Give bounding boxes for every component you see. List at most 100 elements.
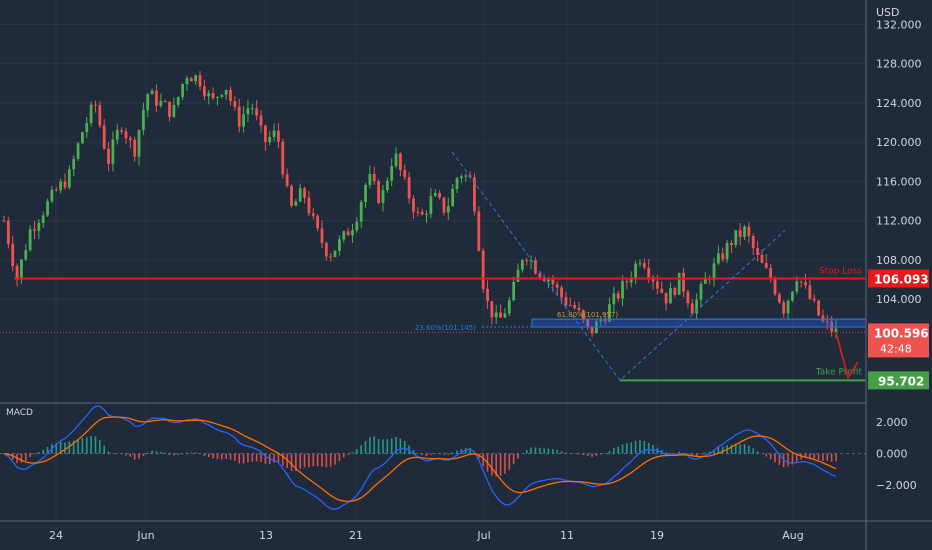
fib-label-23: 23.60%(101.145)	[415, 324, 476, 332]
macd-histogram-bar	[521, 453, 524, 454]
candle-body	[285, 174, 289, 186]
macd-histogram-bar	[595, 453, 598, 456]
macd-histogram-bar	[338, 453, 341, 462]
macd-histogram-bar	[447, 453, 450, 455]
macd-histogram-bar	[534, 447, 537, 454]
macd-histogram-bar	[321, 453, 323, 467]
candle-body	[712, 263, 716, 280]
candle-body	[141, 110, 145, 131]
macd-histogram-bar	[85, 437, 88, 454]
candle-body	[351, 230, 354, 236]
candle-body	[89, 104, 93, 123]
candle-body	[821, 315, 825, 322]
candle-body	[699, 283, 703, 300]
macd-histogram-bar	[125, 453, 127, 456]
macd-histogram-bar	[704, 452, 707, 454]
candle-body	[98, 105, 102, 126]
candle-body	[207, 93, 211, 97]
candle-body	[608, 304, 611, 322]
candle-body	[477, 211, 481, 251]
candle-body	[76, 143, 80, 159]
price-tick-label: 112.000	[876, 215, 922, 228]
candle-body	[277, 130, 280, 142]
macd-histogram-bar	[795, 453, 798, 462]
macd-histogram-bar	[569, 453, 572, 454]
macd-histogram-bar	[308, 453, 310, 468]
macd-histogram-bar	[303, 453, 306, 468]
macd-histogram-bar	[813, 453, 816, 459]
candle-body	[202, 86, 206, 97]
candle-body	[581, 310, 585, 320]
candle-body	[738, 230, 742, 237]
macd-histogram-bar	[547, 448, 550, 454]
candle-body	[682, 272, 685, 292]
candle-body	[446, 206, 450, 213]
macd-histogram-bar	[665, 452, 667, 454]
candle-body	[6, 220, 10, 245]
take-profit-label: Take Profit	[815, 367, 863, 377]
macd-histogram-bar	[116, 453, 119, 454]
candle-body	[324, 243, 328, 257]
macd-histogram-bar	[669, 452, 672, 454]
macd-histogram-bar	[99, 440, 101, 454]
macd-histogram-bar	[386, 439, 389, 454]
macd-histogram-bar	[203, 453, 206, 456]
macd-histogram-bar	[835, 453, 837, 462]
macd-histogram-bar	[242, 453, 245, 464]
macd-histogram-bar	[77, 439, 79, 454]
candle-body	[703, 278, 707, 284]
macd-histogram-bar	[255, 453, 258, 462]
macd-histogram-bar	[538, 447, 541, 454]
macd-histogram-bar	[273, 453, 275, 463]
candle-body	[664, 292, 668, 304]
candle-body	[298, 188, 302, 202]
price-tick-label: 116.000	[876, 175, 922, 188]
macd-histogram-bar	[826, 453, 829, 461]
macd-histogram-bar	[408, 445, 410, 454]
candle-body	[338, 239, 341, 251]
candle-body	[146, 94, 150, 111]
macd-histogram-bar	[312, 453, 315, 467]
price-tick-label: 124.000	[876, 97, 922, 110]
candle-body	[464, 175, 468, 177]
candle-body	[303, 188, 306, 198]
candle-body	[660, 288, 664, 293]
candle-countdown: 42:48	[880, 342, 912, 355]
macd-histogram-bar	[586, 453, 589, 456]
macd-histogram-bar	[107, 451, 110, 454]
price-tick-label: 104.000	[876, 293, 922, 306]
macd-histogram-bar	[735, 443, 737, 454]
candle-body	[111, 139, 115, 164]
macd-histogram-bar	[281, 453, 284, 466]
currency-label: USD	[876, 6, 900, 19]
candle-body	[638, 263, 642, 265]
macd-histogram-bar	[59, 442, 62, 454]
macd-histogram-bar	[469, 448, 471, 454]
candle-body	[534, 260, 537, 274]
candle-body	[194, 75, 198, 82]
macd-histogram-bar	[730, 444, 733, 454]
macd-histogram-bar	[682, 452, 685, 454]
stop-loss-label: Stop Loss	[819, 267, 862, 277]
candle-body	[673, 288, 677, 295]
macd-histogram-bar	[756, 451, 759, 454]
candle-body	[159, 101, 163, 106]
candle-body	[494, 312, 498, 318]
macd-histogram-bar	[299, 453, 302, 469]
macd-histogram-bar	[417, 452, 419, 454]
macd-histogram-bar	[700, 453, 702, 455]
macd-histogram-bar	[617, 446, 619, 454]
candle-body	[211, 93, 215, 98]
macd-histogram-bar	[390, 438, 393, 454]
macd-histogram-bar	[512, 453, 515, 465]
candle-body	[394, 153, 398, 167]
candle-body	[46, 201, 49, 216]
candle-body	[507, 300, 511, 314]
macd-histogram-bar	[787, 453, 789, 467]
candle-body	[547, 279, 550, 282]
macd-histogram-bar	[177, 453, 180, 456]
candle-body	[568, 305, 572, 307]
candle-body	[791, 291, 794, 301]
candle-body	[172, 104, 176, 117]
